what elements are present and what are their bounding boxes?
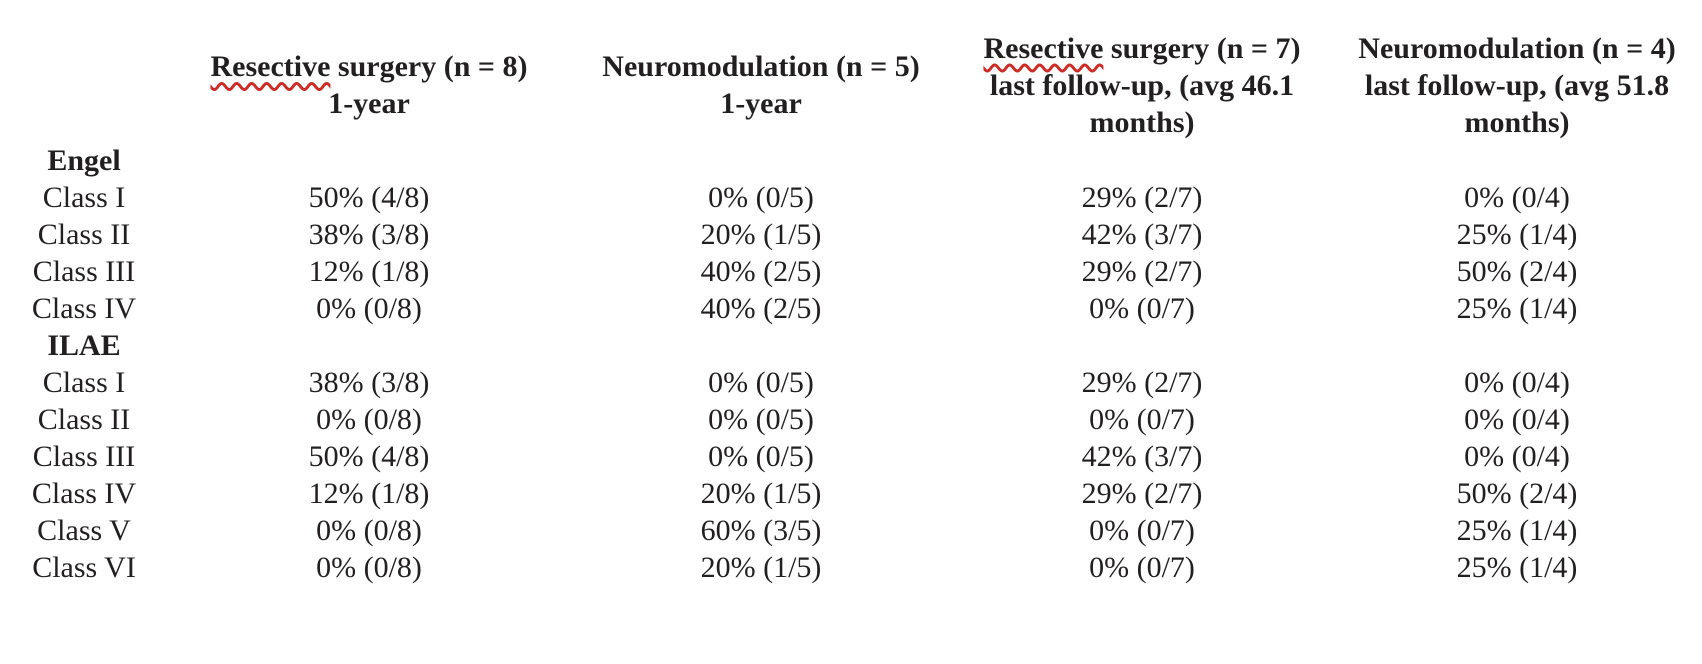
column-header-line3: months) [1464, 105, 1570, 139]
value-cell: 29% (2/7) [1081, 255, 1203, 288]
column-header-line1: Resective surgery (n = 8) [168, 48, 570, 85]
row-label: Class V [37, 514, 131, 547]
section-header-row: ILAE [0, 327, 1702, 364]
spellcheck-underlined-word: Resective [210, 50, 331, 83]
value-cell: 42% (3/7) [1081, 440, 1203, 473]
column-header-text: Neuromodulation (n = 4) [1358, 31, 1676, 65]
table-row: Class VI 0% (0/8) 20% (1/5) 0% (0/7) 25% (1/… [0, 549, 1702, 586]
value-cell: 42% (3/7) [1081, 218, 1203, 251]
value-cell: 0% (0/5) [708, 181, 814, 214]
section-label: ILAE [47, 329, 121, 362]
column-header-1: Resective surgery (n = 8) 1-year [168, 28, 570, 142]
column-header-line2: 1-year [328, 87, 410, 120]
table-row: Class II 0% (0/8) 0% (0/5) 0% (0/7) 0% (0/4) [0, 401, 1702, 438]
value-cell: 50% (4/8) [308, 440, 430, 473]
empty-cell [570, 142, 952, 179]
value-cell: 25% (1/4) [1456, 514, 1578, 547]
value-cell: 40% (2/5) [700, 255, 822, 288]
value-cell: 0% (0/7) [1089, 292, 1195, 325]
column-header-line2: 1-year [720, 87, 802, 120]
table-body: Engel Class I 50% (4/8) 0% (0/5) 29% (2/7) 0%… [0, 142, 1702, 586]
value-cell: 0% (0/4) [1464, 403, 1570, 436]
column-header-4: Neuromodulation (n = 4) last follow-up, (… [1332, 28, 1702, 142]
column-header-3: Resective surgery (n = 7) last follow-up,… [952, 28, 1332, 142]
value-cell: 0% (0/8) [316, 292, 422, 325]
outcomes-table: Resective surgery (n = 8) 1-year Neuromodu… [0, 28, 1702, 586]
value-cell: 12% (1/8) [308, 255, 430, 288]
table-row: Class I 50% (4/8) 0% (0/5) 29% (2/7) 0% (0/4… [0, 179, 1702, 216]
column-header-line2: last follow-up, (avg 46.1 [989, 68, 1295, 102]
table-row: Class IV 12% (1/8) 20% (1/5) 29% (2/7) 50% (… [0, 475, 1702, 512]
empty-cell [952, 142, 1332, 179]
value-cell: 0% (0/5) [708, 403, 814, 436]
empty-cell [168, 327, 570, 364]
value-cell: 29% (2/7) [1081, 181, 1203, 214]
spellcheck-underlined-word: Resective [983, 31, 1104, 65]
empty-cell [570, 327, 952, 364]
value-cell: 0% (0/7) [1089, 403, 1195, 436]
value-cell: 38% (3/8) [308, 366, 430, 399]
empty-cell [952, 327, 1332, 364]
table-row: Class V 0% (0/8) 60% (3/5) 0% (0/7) 25% (1/4… [0, 512, 1702, 549]
value-cell: 0% (0/8) [316, 551, 422, 584]
row-label: Class III [32, 255, 136, 288]
table-header-row: Resective surgery (n = 8) 1-year Neuromodu… [0, 28, 1702, 142]
row-label: Class III [32, 440, 136, 473]
value-cell: 0% (0/4) [1464, 181, 1570, 214]
value-cell: 60% (3/5) [700, 514, 822, 547]
table-row: Class IV 0% (0/8) 40% (2/5) 0% (0/7) 25% (1/… [0, 290, 1702, 327]
value-cell: 0% (0/7) [1089, 551, 1195, 584]
table-row: Class III 12% (1/8) 40% (2/5) 29% (2/7) 50% … [0, 253, 1702, 290]
row-label: Class II [37, 218, 131, 251]
column-header-text: surgery (n = 7) [1103, 31, 1301, 65]
row-label: Class VI [32, 551, 136, 584]
empty-cell [168, 142, 570, 179]
value-cell: 50% (2/4) [1456, 477, 1578, 510]
table-row: Class II 38% (3/8) 20% (1/5) 42% (3/7) 25% (… [0, 216, 1702, 253]
value-cell: 40% (2/5) [700, 292, 822, 325]
value-cell: 50% (2/4) [1456, 255, 1578, 288]
value-cell: 29% (2/7) [1081, 366, 1203, 399]
column-header-line3: months) [1089, 105, 1195, 139]
row-label: Class I [42, 366, 126, 399]
value-cell: 20% (1/5) [700, 477, 822, 510]
column-header-text: Neuromodulation (n = 5) [602, 50, 920, 83]
value-cell: 12% (1/8) [308, 477, 430, 510]
section-label: Engel [47, 144, 121, 177]
row-label: Class II [37, 403, 131, 436]
column-header-line1: Neuromodulation (n = 4) [1332, 30, 1702, 67]
column-header-line2: last follow-up, (avg 51.8 [1364, 68, 1670, 102]
row-label: Class IV [31, 292, 137, 325]
empty-cell [1332, 327, 1702, 364]
table-row: Class III 50% (4/8) 0% (0/5) 42% (3/7) 0% (0… [0, 438, 1702, 475]
value-cell: 25% (1/4) [1456, 292, 1578, 325]
table-row: Class I 38% (3/8) 0% (0/5) 29% (2/7) 0% (0/4… [0, 364, 1702, 401]
value-cell: 20% (1/5) [700, 218, 822, 251]
value-cell: 29% (2/7) [1081, 477, 1203, 510]
section-header-row: Engel [0, 142, 1702, 179]
value-cell: 0% (0/8) [316, 403, 422, 436]
row-label: Class IV [31, 477, 137, 510]
value-cell: 0% (0/4) [1464, 440, 1570, 473]
column-header-text: surgery (n = 8) [330, 50, 528, 83]
value-cell: 25% (1/4) [1456, 218, 1578, 251]
value-cell: 0% (0/7) [1089, 514, 1195, 547]
column-header-2: Neuromodulation (n = 5) 1-year [570, 28, 952, 142]
value-cell: 0% (0/5) [708, 366, 814, 399]
column-header-line1: Neuromodulation (n = 5) [570, 48, 952, 85]
row-label: Class I [42, 181, 126, 214]
value-cell: 25% (1/4) [1456, 551, 1578, 584]
empty-cell [1332, 142, 1702, 179]
value-cell: 20% (1/5) [700, 551, 822, 584]
value-cell: 38% (3/8) [308, 218, 430, 251]
value-cell: 0% (0/5) [708, 440, 814, 473]
row-label-column-header [0, 28, 168, 142]
value-cell: 50% (4/8) [308, 181, 430, 214]
column-header-line1: Resective surgery (n = 7) [952, 30, 1332, 67]
value-cell: 0% (0/4) [1464, 366, 1570, 399]
value-cell: 0% (0/8) [316, 514, 422, 547]
